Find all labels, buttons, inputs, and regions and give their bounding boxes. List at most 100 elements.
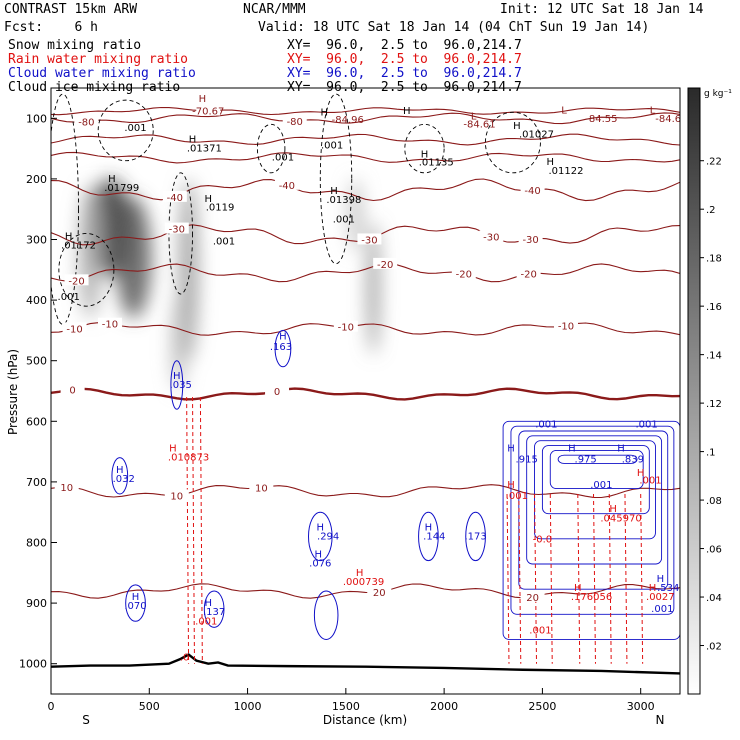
x-start-label: S	[82, 713, 90, 727]
field-label: H	[279, 331, 287, 342]
field-label: H	[657, 574, 665, 585]
cloud-water-contour	[510, 425, 675, 615]
cloud-water-contour	[465, 511, 486, 562]
field-label: .534	[657, 583, 679, 594]
cloud-water-contour	[313, 590, 339, 640]
field-label: .001	[506, 491, 528, 502]
field-label: H	[609, 504, 617, 515]
contour-label-bg	[60, 383, 85, 395]
field-label: .001	[124, 123, 146, 134]
rain-water-contour	[192, 397, 195, 664]
snow-area	[367, 221, 380, 355]
colorbar-tick-label: .16	[706, 302, 722, 313]
contour-label-bg	[196, 104, 221, 116]
x-tick-label: 2500	[528, 700, 556, 713]
cloud-water-contour	[526, 435, 663, 565]
field-label: .035	[170, 380, 192, 391]
rain-water-contour	[534, 494, 538, 664]
field-label: H	[173, 371, 181, 382]
field-label: .0119	[206, 202, 235, 213]
contour-label-bg	[333, 320, 358, 332]
model-title: CONTRAST 15km ARW	[4, 2, 138, 17]
field-label: H	[507, 480, 515, 491]
field-label: .001	[213, 236, 235, 247]
valid-time: Valid: 18 UTC Sat 18 Jan 14 (04 ChT Sun …	[258, 20, 650, 35]
temperature-contour	[51, 106, 680, 116]
field-label: .839	[622, 455, 644, 466]
field-label: .01172	[61, 241, 96, 252]
surface-pressure-line	[51, 653, 680, 675]
contour-label-bg	[265, 385, 290, 397]
field-label: H	[507, 444, 515, 455]
cloud-ice-contour	[58, 232, 115, 307]
plot-frame	[50, 87, 681, 695]
field-xy-rain: XY= 96.0, 2.5 to 96.0,214.7	[287, 52, 522, 67]
temperature-contour-label: -20	[68, 276, 84, 287]
contour-label-bg	[164, 222, 189, 234]
cloud-water-contour	[274, 329, 292, 368]
field-label: H	[189, 135, 197, 146]
temperature-contour	[51, 263, 680, 283]
field-label: H	[132, 592, 140, 603]
field-label: .076	[309, 559, 331, 570]
field-label: .001	[195, 616, 217, 627]
cloud-water-contour	[203, 590, 225, 628]
field-label: H	[65, 232, 73, 243]
colorbar-unit: g kg⁻¹	[704, 89, 732, 99]
temperature-contour-label: -30	[169, 225, 185, 236]
colorbar-ramp	[687, 87, 701, 695]
temperature-contour	[51, 133, 680, 146]
x-end-label: N	[656, 713, 665, 727]
x-tick-label: 2000	[430, 700, 458, 713]
rain-water-contour	[186, 397, 190, 664]
field-xy-snow: XY= 96.0, 2.5 to 96.0,214.7	[287, 38, 522, 53]
temperature-contour	[51, 151, 680, 164]
field-label: H	[574, 583, 582, 594]
field-label: L	[650, 105, 656, 116]
colorbar-tick-label: .1	[706, 448, 716, 459]
snow-area	[78, 184, 103, 319]
init-time: Init: 12 UTC Sat 18 Jan 14	[500, 2, 704, 17]
contour-label-bg	[249, 481, 274, 493]
field-label: H	[403, 106, 411, 117]
colorbar-tick-label: .12	[706, 399, 722, 410]
field-label: H	[204, 598, 212, 609]
field-label: H	[108, 174, 116, 185]
contour-label-bg	[373, 257, 398, 269]
cloud-ice-contour	[97, 99, 154, 162]
colorbar-tick-label: .2	[706, 205, 716, 216]
temperature-contour-label: -30	[361, 235, 377, 246]
temperature-contour	[51, 322, 680, 336]
cloud-ice-contours	[51, 93, 541, 325]
field-label: .000739	[343, 577, 384, 588]
temperature-contour-label: -20	[377, 260, 393, 271]
rain-water-contour	[624, 494, 628, 664]
cloud-water-contour	[170, 360, 184, 410]
temperature-contour-label: 20	[373, 588, 386, 599]
field-label: .001	[333, 215, 355, 226]
temperature-contour-label: 0	[274, 387, 280, 398]
temperature-contour-label: 20	[526, 593, 539, 604]
x-tick-label: 0	[48, 700, 55, 713]
contour-label-bg	[553, 319, 578, 331]
temperature-contour-label: -10	[338, 323, 354, 334]
field-label-snow: Snow mixing ratio	[8, 38, 142, 53]
field-label: .01027	[519, 130, 554, 141]
y-tick-label: 800	[26, 537, 47, 550]
colorbar-tick-label: .18	[706, 254, 722, 265]
contour-label-bg	[451, 267, 476, 279]
rain-water-contours	[186, 397, 644, 664]
field-label: -84.6	[655, 114, 681, 125]
contour-label-bg	[274, 178, 299, 190]
cloud-water-contour	[125, 584, 146, 622]
field-label: .173	[464, 531, 486, 542]
cloud-water-contour	[307, 511, 333, 562]
rain-water-contour	[199, 397, 203, 664]
field-label: .0	[180, 653, 190, 664]
contour-label-bg	[357, 233, 382, 245]
y-tick-label: 200	[26, 173, 47, 186]
field-label: -84.96	[332, 115, 364, 126]
rain-water-contour	[506, 494, 510, 664]
rain-water-contour	[593, 494, 596, 664]
y-tick-label: 900	[26, 597, 47, 610]
